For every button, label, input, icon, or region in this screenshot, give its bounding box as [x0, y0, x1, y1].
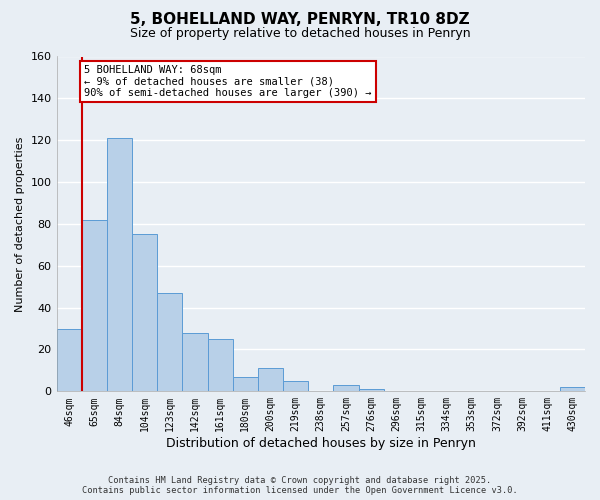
Y-axis label: Number of detached properties: Number of detached properties	[15, 136, 25, 312]
Bar	[334, 385, 359, 392]
Text: Size of property relative to detached houses in Penryn: Size of property relative to detached ho…	[130, 28, 470, 40]
Bar	[107, 138, 132, 392]
Bar	[560, 387, 585, 392]
Bar	[182, 332, 208, 392]
Text: 5, BOHELLAND WAY, PENRYN, TR10 8DZ: 5, BOHELLAND WAY, PENRYN, TR10 8DZ	[130, 12, 470, 28]
Text: Contains HM Land Registry data © Crown copyright and database right 2025.
Contai: Contains HM Land Registry data © Crown c…	[82, 476, 518, 495]
X-axis label: Distribution of detached houses by size in Penryn: Distribution of detached houses by size …	[166, 437, 476, 450]
Bar	[157, 293, 182, 392]
Bar	[56, 328, 82, 392]
Bar	[132, 234, 157, 392]
Bar	[258, 368, 283, 392]
Bar	[233, 376, 258, 392]
Bar	[208, 339, 233, 392]
Bar	[283, 381, 308, 392]
Text: 5 BOHELLAND WAY: 68sqm
← 9% of detached houses are smaller (38)
90% of semi-deta: 5 BOHELLAND WAY: 68sqm ← 9% of detached …	[84, 65, 372, 98]
Bar	[359, 389, 383, 392]
Bar	[82, 220, 107, 392]
